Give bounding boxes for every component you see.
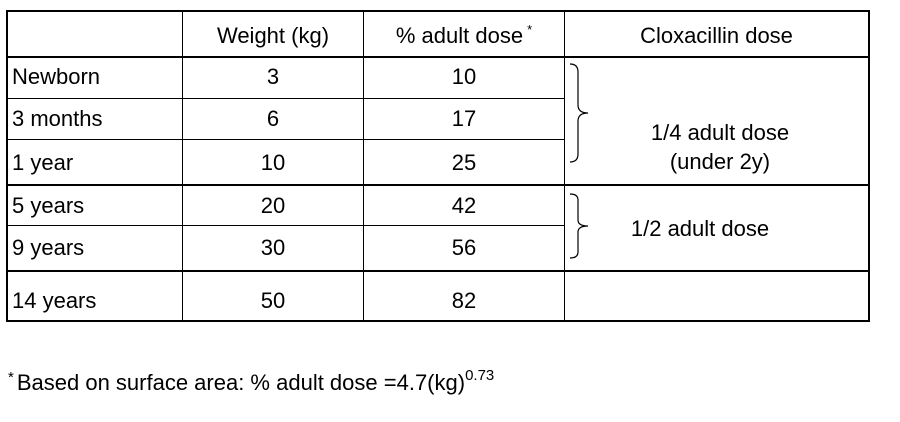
row-weight: 6 [266, 106, 280, 131]
footnote-text: Based on surface area: % adult dose =4.7… [16, 370, 466, 395]
header-adult-pct: % adult dose * [364, 22, 564, 52]
row-age: 3 months [12, 106, 103, 131]
row-age: 1 year [12, 150, 74, 175]
footnote-asterisk: * [8, 369, 14, 386]
header-weight: Weight (kg) [216, 23, 330, 48]
table-border-left [6, 10, 8, 322]
row-separator [6, 98, 565, 99]
right-brace-icon [569, 193, 589, 259]
row-pct: 25 [451, 150, 477, 175]
row-pct: 10 [451, 64, 477, 89]
row-age: 5 years [12, 193, 85, 218]
row-pct: 56 [451, 235, 477, 260]
row-separator [6, 225, 565, 226]
group-separator [6, 184, 870, 186]
row-weight: 50 [260, 288, 286, 313]
dosage-table: Weight (kg) % adult dose * Cloxacillin do… [6, 10, 870, 322]
row-weight: 20 [260, 193, 286, 218]
table-border-col2 [363, 10, 364, 322]
row-age: 9 years [12, 235, 85, 260]
right-brace-icon [569, 63, 589, 163]
row-weight: 30 [260, 235, 286, 260]
row-weight: 10 [260, 150, 286, 175]
row-pct: 82 [451, 288, 477, 313]
row-pct: 42 [451, 193, 477, 218]
header-separator [6, 56, 870, 58]
table-border-bottom [6, 320, 870, 322]
header-asterisk: * [527, 22, 533, 37]
group-b-label: 1/2 adult dose [630, 216, 770, 241]
row-separator [6, 139, 565, 140]
group-a-label: 1/4 adult dose [650, 120, 790, 145]
group-a-sublabel: (under 2y) [669, 149, 771, 174]
table-border-col1 [182, 10, 183, 322]
header-adult-pct-label: % adult dose [395, 23, 524, 48]
table-border-right [868, 10, 870, 322]
header-cloxacillin: Cloxacillin dose [640, 23, 793, 48]
table-border-col3 [564, 10, 565, 322]
row-weight: 3 [266, 64, 280, 89]
group-separator [6, 270, 870, 272]
table-border-top [6, 10, 870, 12]
row-age: 14 years [12, 288, 97, 313]
footnote: * Based on surface area: % adult dose =4.… [8, 367, 495, 399]
row-age: Newborn [12, 64, 101, 89]
row-pct: 17 [451, 106, 477, 131]
footnote-exponent: 0.73 [465, 367, 495, 384]
